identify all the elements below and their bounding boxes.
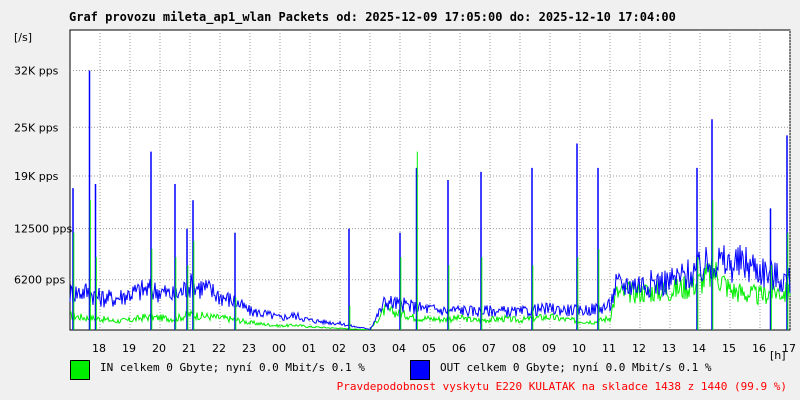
x-tick-label: 14 [692,342,706,355]
series-layer [69,70,791,331]
grid-layer [70,30,791,330]
x-tick-label: 10 [572,342,586,355]
x-tick-label: 22 [212,342,226,355]
x-tick-label: 06 [452,342,466,355]
x-tick-label: 21 [182,342,196,355]
x-tick-label: 01 [302,342,316,355]
x-axis-unit: [h] [770,349,786,362]
x-tick-label: 20 [152,342,166,355]
legend-in-swatch [70,360,90,380]
legend-in-text: IN celkem 0 Gbyte; nyní 0.0 Mbit/s 0.1 % [100,361,365,374]
y-tick-label: 19K pps [14,170,59,183]
chart-title: Graf provozu mileta_ap1_wlan Packets od:… [69,10,676,24]
x-tick-label: 12 [632,342,646,355]
x-tick-label: 03 [362,342,376,355]
footer-note: Pravdepodobnost vyskytu E220 KULATAK na … [336,380,787,393]
x-tick-label: 13 [662,342,676,355]
series-line-out [69,244,791,330]
x-tick-label: 19 [122,342,136,355]
y-tick-label: 25K pps [14,121,59,134]
x-tick-label: 11 [602,342,616,355]
x-tick-label: 04 [392,342,406,355]
y-tick-label: 32K pps [14,65,59,78]
axis-layer: 6200 pps 12500 pps 19K pps 25K pps 32K pps 18… [14,65,796,355]
x-tick-label: 18 [92,342,106,355]
x-tick-label: 23 [242,342,256,355]
x-tick-label: 09 [542,342,556,355]
x-tick-label: 16 [752,342,766,355]
x-tick-label: 15 [722,342,736,355]
x-tick-label: 05 [422,342,436,355]
y-tick-label: 12500 pps [14,223,72,236]
x-tick-label: 00 [272,342,286,355]
legend-out-text: OUT celkem 0 Gbyte; nyní 0.0 Mbit/s 0.1 … [440,361,712,374]
x-tick-label: 07 [482,342,496,355]
y-tick-label: 6200 pps [14,274,65,287]
y-axis-unit: [/s] [14,31,32,44]
x-tick-label: 17 [782,342,796,355]
x-tick-label: 08 [512,342,526,355]
x-tick-label: 02 [332,342,346,355]
series-line-in [69,257,791,331]
legend-out-swatch [410,360,430,380]
